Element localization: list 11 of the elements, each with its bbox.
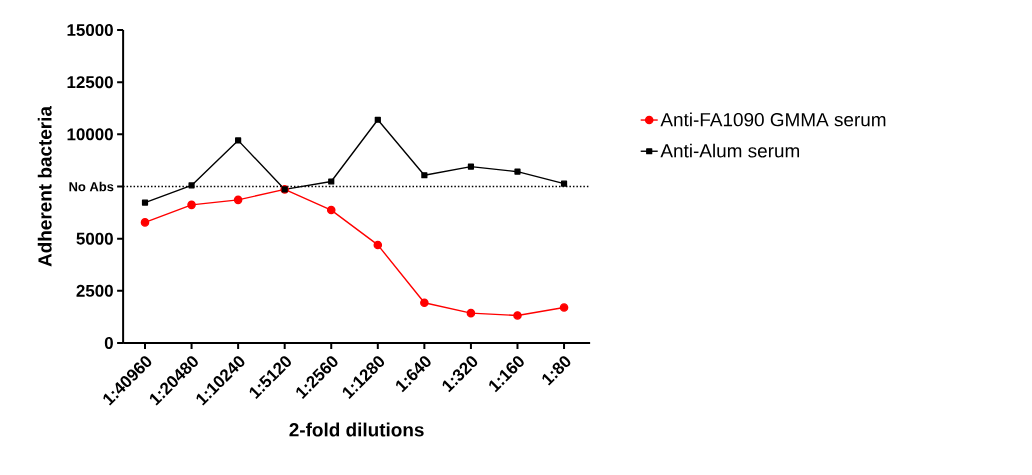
y-tick-label: 15000 [67,24,113,36]
x-axis-title: 2-fold dilutions [289,422,424,437]
y-axis-title: Adherent bacteria [37,105,52,267]
ref-line-label: No Abs [69,181,114,192]
legend-label: Anti-FA1090 GMMA serum [660,112,886,127]
y-tick-label: 10000 [67,128,113,141]
y-tick-label: 12500 [67,76,113,89]
y-tick-label: 5000 [76,232,113,245]
y-tick-label: 2500 [76,284,113,297]
legend-label: Anti-Alum serum [660,143,800,158]
y-tick-label: 0 [104,337,113,349]
